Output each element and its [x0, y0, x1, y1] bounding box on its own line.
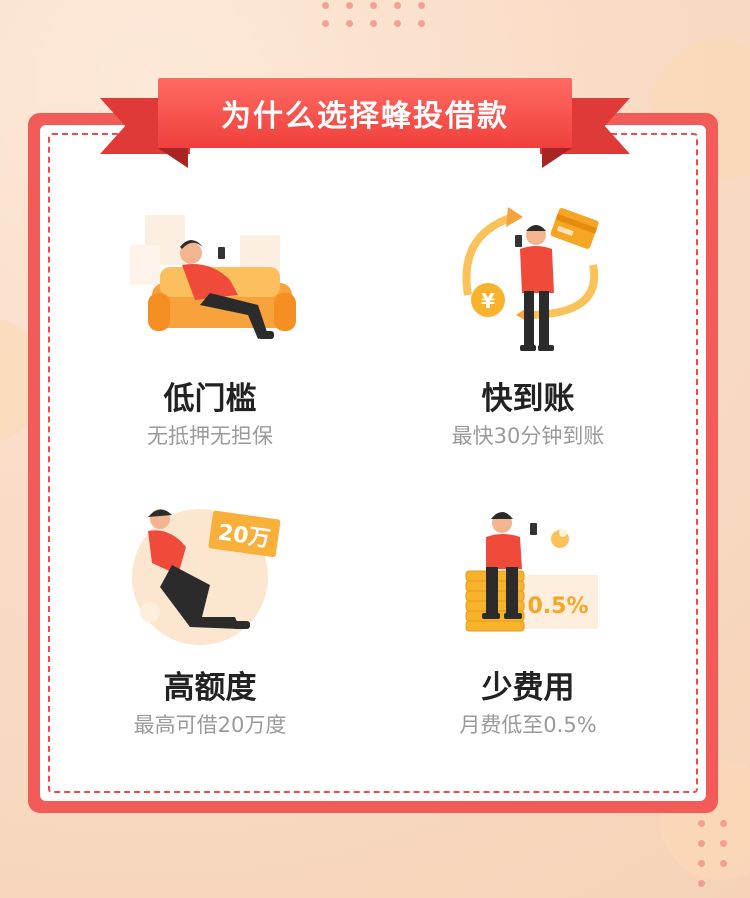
- feature-title: 低门槛: [163, 381, 257, 417]
- feature-low-threshold: 低门槛 无抵押无担保: [60, 205, 360, 455]
- yuan-coin-icon: ¥: [481, 289, 495, 313]
- feature-subtitle: 无抵押无担保: [147, 424, 273, 448]
- page-title: 为什么选择蜂投借款: [221, 99, 509, 134]
- feature-subtitle: 最高可借20万度: [133, 713, 287, 737]
- rate-badge-label: 0.5%: [527, 594, 588, 619]
- feature-subtitle: 月费低至0.5%: [459, 713, 597, 737]
- feature-high-limit: 20万 高额度 最高可借20万度: [60, 497, 360, 747]
- ribbon-fold-left: [158, 148, 188, 168]
- feature-title: 少费用: [481, 670, 575, 706]
- header-ribbon: 为什么选择蜂投借款: [100, 72, 630, 172]
- person-on-sofa-illustration: [130, 215, 296, 339]
- person-with-amount-tag-illustration: 20万: [132, 509, 281, 645]
- feature-low-fees: 0.5% 少费用 月费低至0.5%: [378, 497, 678, 747]
- feature-subtitle: 最快30分钟到账: [451, 424, 605, 448]
- features-card: [28, 113, 718, 813]
- person-on-coins-illustration: 0.5%: [465, 512, 598, 632]
- feature-fast-arrival: ¥ 快到账 最快30分钟到账: [378, 205, 678, 455]
- ribbon-fold-right: [542, 148, 572, 168]
- ribbon-banner: 为什么选择蜂投借款: [158, 78, 572, 148]
- feature-title: 高额度: [163, 670, 257, 706]
- feature-title: 快到账: [481, 381, 575, 417]
- person-with-money-cycle-illustration: ¥: [462, 207, 599, 351]
